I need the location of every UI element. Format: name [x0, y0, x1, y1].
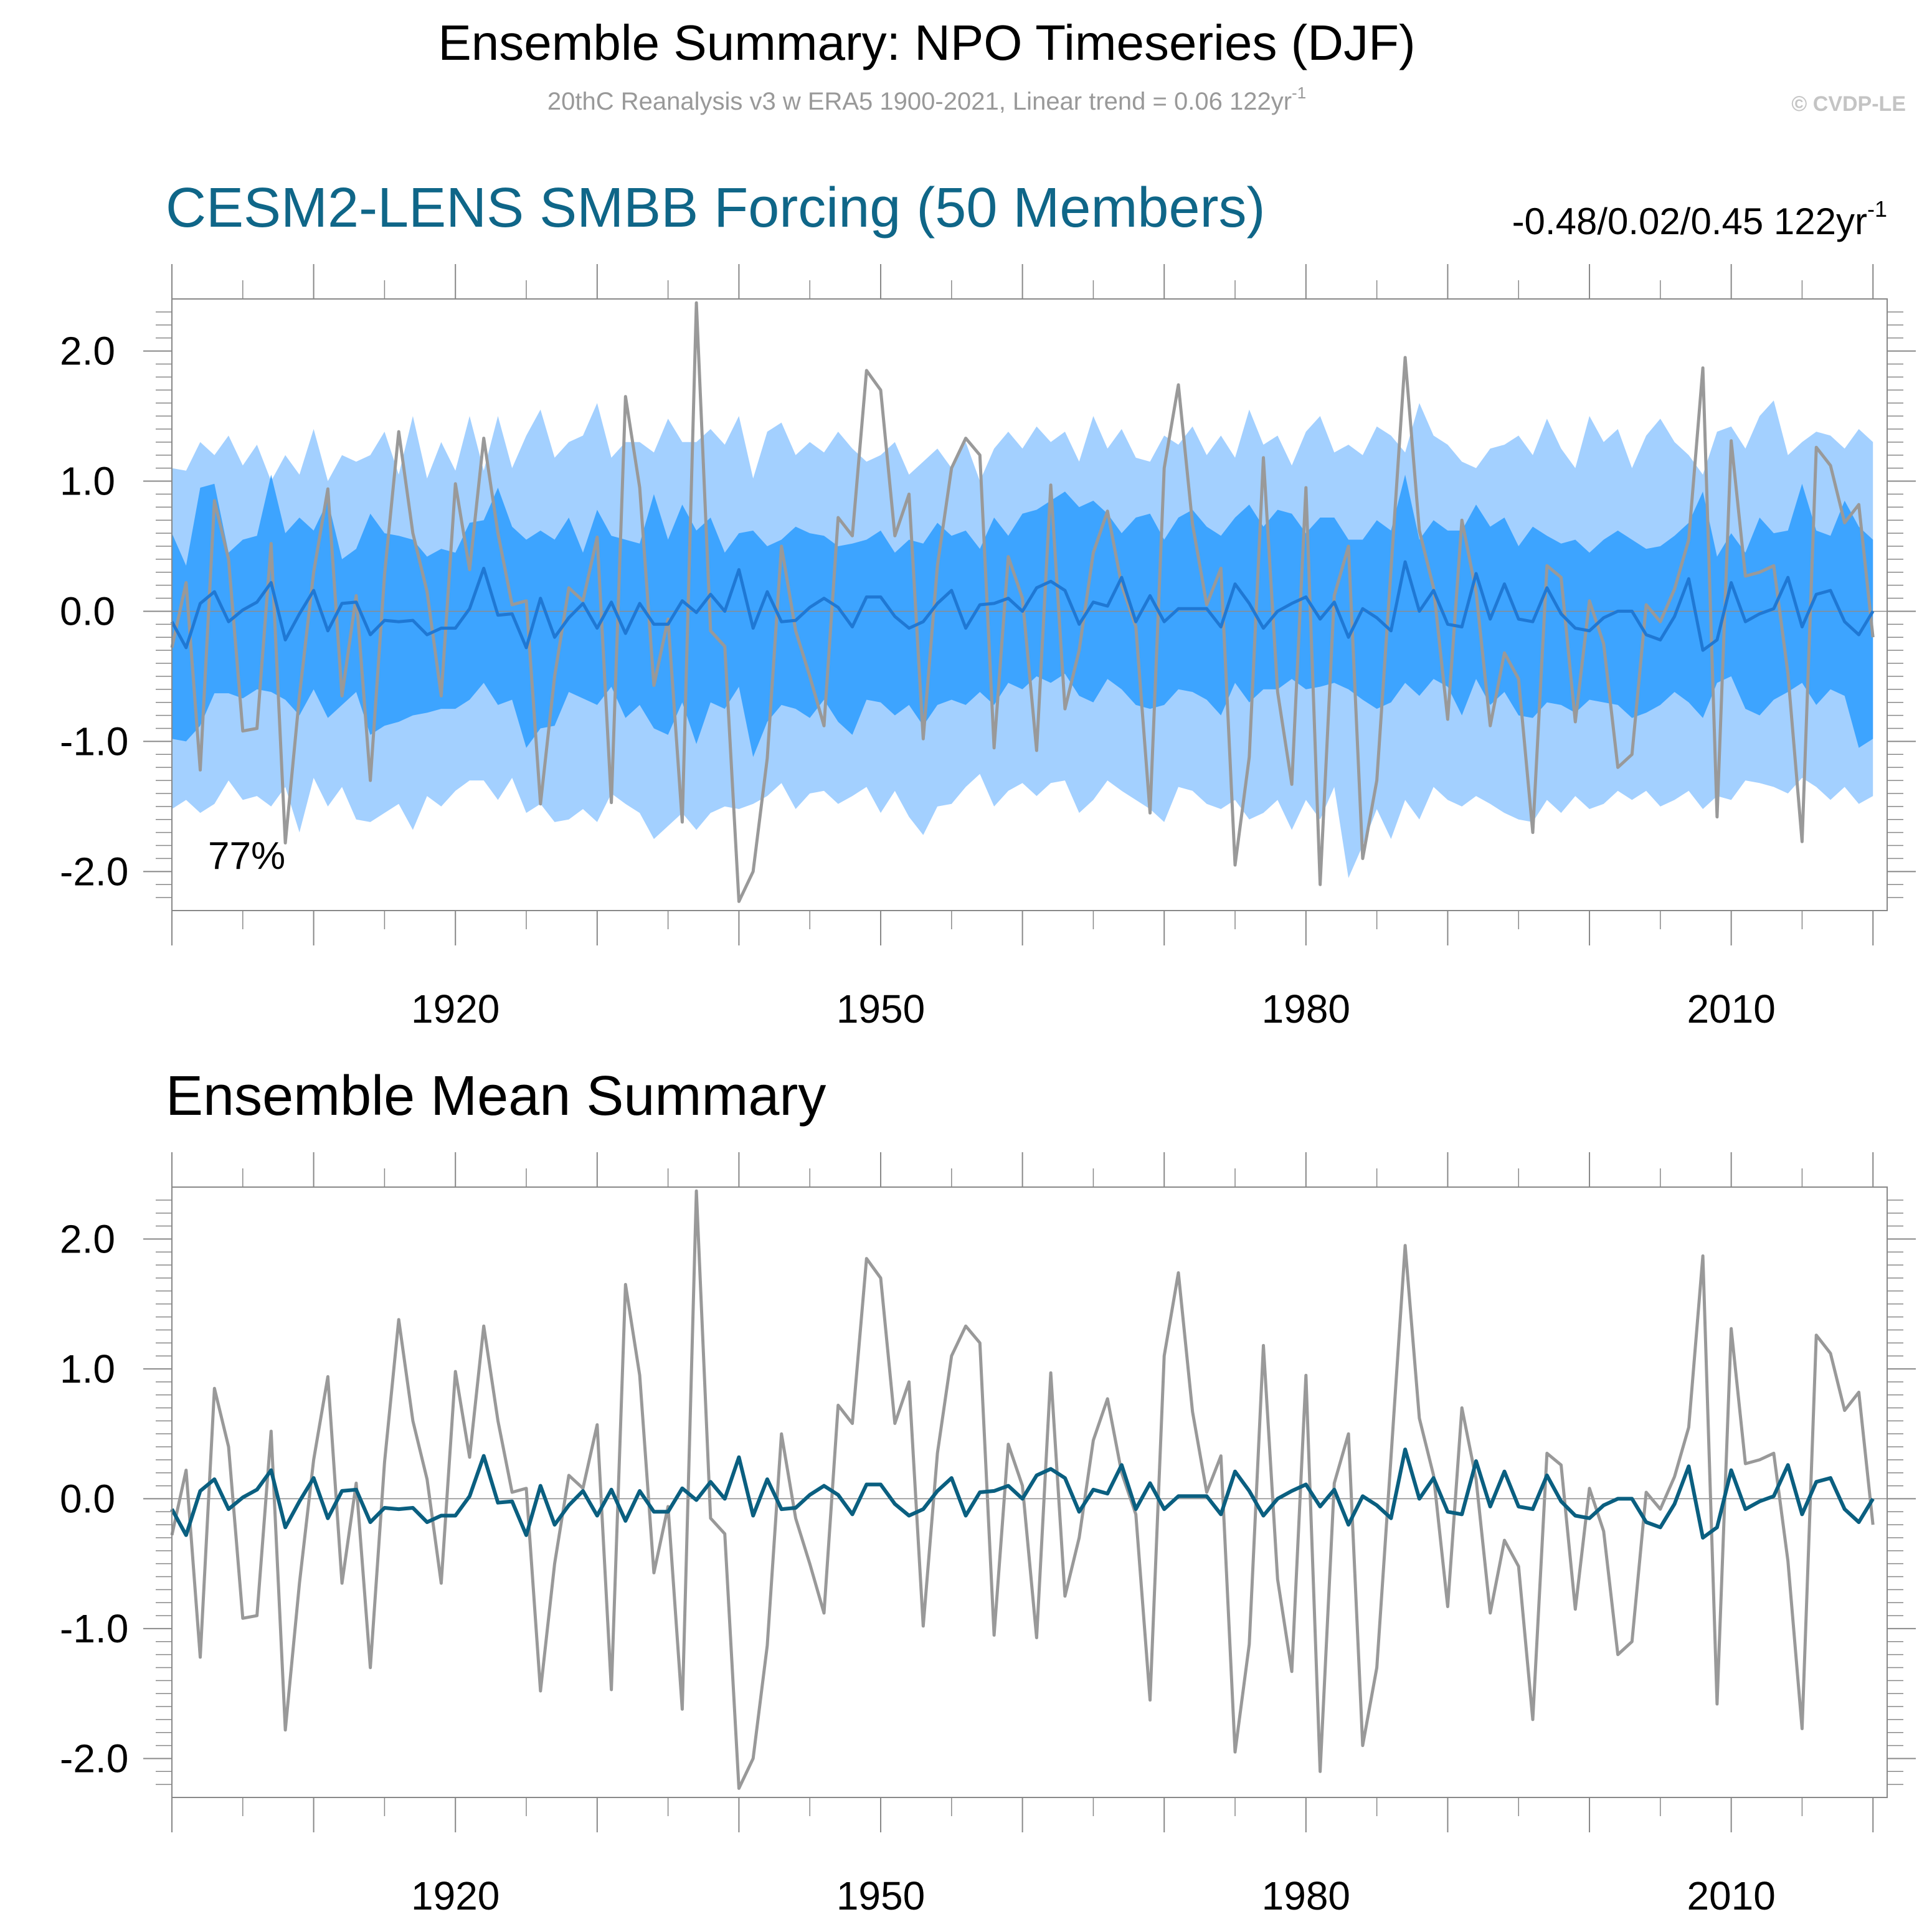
figure-subtitle: 20thC Reanalysis v3 w ERA5 1900-2021, Li…	[547, 83, 1306, 115]
x-tick-label: 1920	[411, 1873, 500, 1918]
top-panel-trend: -0.48/0.02/0.45 122yr-1	[1512, 196, 1887, 242]
x-tick-label: 1950	[836, 987, 925, 1031]
ensemble-mean-line	[170, 560, 1875, 652]
y-tick-label: -2.0	[60, 1736, 128, 1781]
x-tick-label: 1920	[411, 987, 500, 1031]
ensemble-mean-line	[170, 1447, 1875, 1540]
y-tick-label: -1.0	[60, 1606, 128, 1651]
y-tick-label: -1.0	[60, 719, 128, 764]
y-tick-label: -2.0	[60, 849, 128, 894]
subtitle-superscript: -1	[1292, 83, 1306, 102]
x-tick-label: 1980	[1262, 987, 1350, 1031]
x-tick-label: 2010	[1687, 1873, 1775, 1918]
bottom-panel-plot: -2.0 -1.0 0.0 1.0 2.0 1920 1950 1980 2010	[60, 1152, 1916, 1918]
plot-frame	[171, 298, 1888, 911]
y-tick-label: 2.0	[60, 1216, 115, 1261]
top-trend-superscript: -1	[1867, 196, 1887, 222]
y-tick-label: 0.0	[60, 589, 115, 633]
top-panel-plot: -2.0 -1.0 0.0 1.0 2.0 1920 1950 1980 2010	[60, 264, 1916, 1031]
observations-line	[170, 1189, 1875, 1790]
top-trend-text: -0.48/0.02/0.45 122yr	[1512, 201, 1867, 242]
copyright-label: © CVDP-LE	[1791, 92, 1906, 116]
y-tick-label: 0.0	[60, 1476, 115, 1521]
x-tick-label: 1950	[836, 1873, 925, 1918]
top-panel-annotation: 77%	[208, 835, 285, 878]
y-tick-label: 2.0	[60, 329, 115, 374]
x-tick-label: 2010	[1687, 987, 1775, 1031]
plot-frame	[171, 1186, 1888, 1798]
x-tick-label: 1980	[1262, 1873, 1350, 1918]
bottom-panel-title: Ensemble Mean Summary	[166, 1065, 826, 1127]
y-tick-label: 1.0	[60, 1347, 115, 1391]
subtitle-main-text: 20thC Reanalysis v3 w ERA5 1900-2021, Li…	[547, 88, 1292, 115]
y-tick-label: 1.0	[60, 459, 115, 504]
top-panel-title: CESM2-LENS SMBB Forcing (50 Members)	[166, 177, 1265, 239]
figure-title: Ensemble Summary: NPO Timeseries (DJF)	[438, 15, 1415, 70]
observations-line	[170, 301, 1875, 903]
